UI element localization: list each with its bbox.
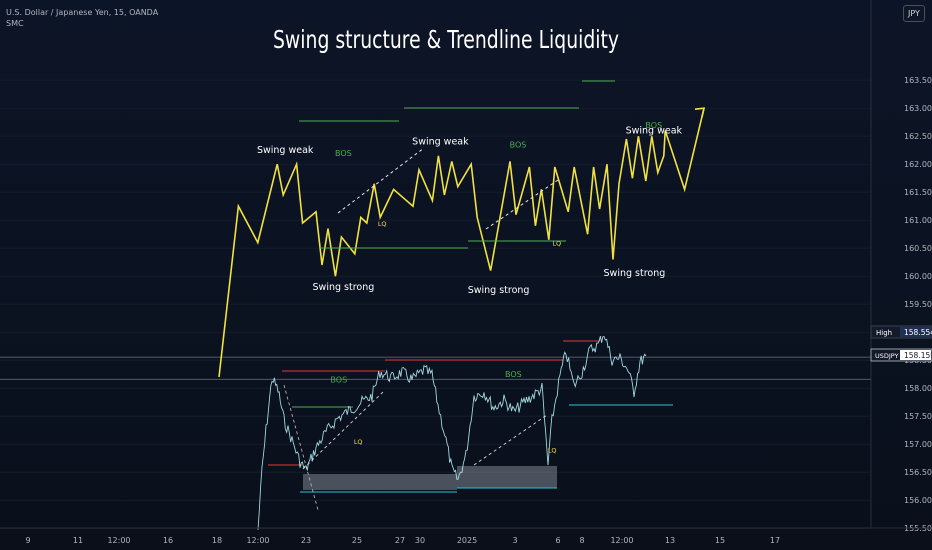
diagram-label: Swing weak xyxy=(257,145,314,156)
diagram-label: Swing strong xyxy=(468,285,530,296)
diagram-label: Swing weak xyxy=(626,125,683,136)
x-tick-label: 3 xyxy=(512,536,517,545)
y-tick-label: 161.500 xyxy=(904,188,932,197)
y-tick-label: 162.500 xyxy=(904,132,932,141)
structure-levels xyxy=(268,340,673,511)
x-tick-label: 8 xyxy=(579,536,584,545)
x-tick-label: 18 xyxy=(212,536,222,545)
chart-title: Swing structure & Trendline Liquidity xyxy=(273,25,619,54)
last-price-tag: USDJPY 158.159 xyxy=(870,348,932,362)
arrow-head-icon xyxy=(694,107,706,118)
x-tick-label: 16 xyxy=(163,536,173,545)
y-tick-label: 157.500 xyxy=(904,412,932,421)
symbol-line: U.S. Dollar / Japanese Yen, 15, OANDA xyxy=(6,8,159,17)
price-label: LQ xyxy=(354,438,363,446)
x-tick-label: 23 xyxy=(301,536,311,545)
x-axis: 9 11 12:00 16 18 12:00 23 25 27 30 2025 3 6 8 12:00 13 1… xyxy=(0,527,932,545)
x-tick-label: 25 xyxy=(352,536,362,545)
chart-header: U.S. Dollar / Japanese Yen, 15, OANDA SM… xyxy=(6,7,158,29)
y-axis: 163.500 163.000 162.500 162.000 161.500 161.0… xyxy=(870,0,932,533)
x-tick-label: 12:00 xyxy=(107,536,130,545)
diagram-label: LQ xyxy=(552,239,561,247)
x-tick-label: 2025 xyxy=(457,536,477,545)
liquidity-trendline xyxy=(485,179,559,230)
x-tick-label: 9 xyxy=(25,536,30,545)
high-label: High xyxy=(876,329,892,337)
y-tick-label: 159.500 xyxy=(904,300,932,309)
y-tick-label: 161.000 xyxy=(904,216,932,225)
price-series xyxy=(257,335,647,530)
x-tick-label: 11 xyxy=(73,536,83,545)
swing-diagram-line xyxy=(218,108,705,378)
liquidity-trendline xyxy=(302,391,384,470)
y-tick-label: 156.000 xyxy=(904,496,932,505)
x-tick-label: 15 xyxy=(715,536,725,545)
diagram-label: Swing strong xyxy=(313,282,375,293)
x-tick-label: 17 xyxy=(770,536,780,545)
y-tick-label: 156.500 xyxy=(904,468,932,477)
y-tick-label: 158.000 xyxy=(904,384,932,393)
y-tick-label: 157.000 xyxy=(904,440,932,449)
diagram-label: BOS xyxy=(335,149,352,158)
x-tick-label: 12:00 xyxy=(246,536,269,545)
diagram-label: LQ xyxy=(378,220,387,228)
price-label: BOS xyxy=(505,370,522,379)
y-tick-label: 160.500 xyxy=(904,244,932,253)
x-tick-label: 27 xyxy=(395,536,405,545)
price-label: BOS xyxy=(330,376,347,385)
x-tick-label: 6 xyxy=(555,536,560,545)
liquidity-zone xyxy=(303,474,457,490)
indicator-name[interactable]: SMC xyxy=(6,19,24,28)
diagram-label: BOS xyxy=(645,121,662,130)
x-tick-label: 30 xyxy=(415,536,425,545)
y-tick-label: 155.500 xyxy=(904,524,932,533)
symbol-label: USDJPY xyxy=(875,352,899,360)
price-label: LQ xyxy=(548,447,557,455)
diagram-label: BOS xyxy=(510,140,527,149)
y-tick-label: 160.000 xyxy=(904,272,932,281)
x-tick-label: 12:00 xyxy=(610,536,633,545)
high-price-tag: High 158.554 xyxy=(870,325,932,339)
projection-line xyxy=(283,384,319,511)
diagram-label: Swing strong xyxy=(604,268,666,279)
x-tick-label: 13 xyxy=(665,536,675,545)
last-value: 158.159 xyxy=(904,351,932,360)
y-tick-label: 163.500 xyxy=(904,76,932,85)
liquidity-trendline xyxy=(473,414,548,466)
y-tick-label: 162.000 xyxy=(904,160,932,169)
high-value: 158.554 xyxy=(904,328,932,337)
swing-diagram xyxy=(218,80,706,378)
price-line xyxy=(257,335,647,530)
liquidity-zone xyxy=(457,466,557,488)
diagram-label: Swing weak xyxy=(412,137,469,148)
currency-badge[interactable]: JPY xyxy=(903,5,925,22)
y-tick-label: 163.000 xyxy=(904,104,932,113)
